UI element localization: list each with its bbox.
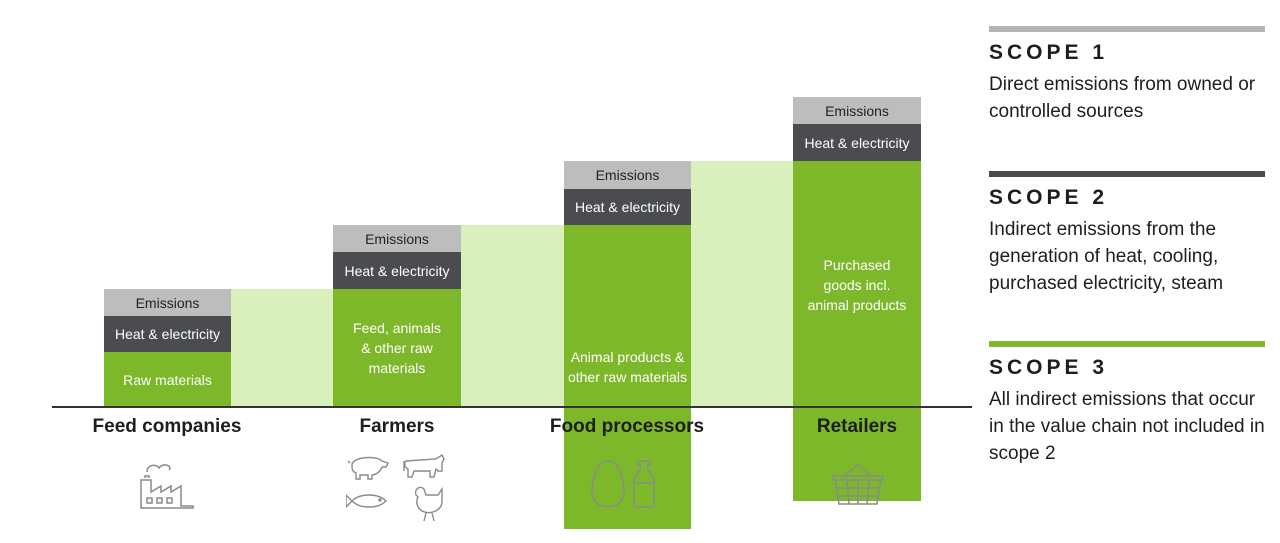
legend: SCOPE 1 Direct emissions from owned or c… — [989, 26, 1265, 496]
column-food-processors: Emissions Heat & electricity Animal prod… — [564, 161, 691, 529]
scope3-segment: Raw materials — [104, 352, 231, 407]
scope3-segment: Animal products & other raw materials — [564, 225, 691, 529]
scope3-segment: Feed, animals & other raw materials — [333, 289, 461, 407]
connector-band-1 — [231, 289, 333, 407]
emissions-segment: Emissions — [104, 289, 231, 316]
emissions-segment: Emissions — [333, 225, 461, 252]
baseline — [52, 406, 972, 408]
scope2-bar — [989, 171, 1265, 177]
scope1-description: Direct emissions from owned or controlle… — [989, 74, 1256, 122]
scope3-bar — [989, 341, 1265, 347]
scope3-segment: Purchased goods incl. animal products — [793, 161, 921, 501]
factory-icon — [137, 458, 197, 510]
stage-label-retailers: Retailers — [816, 416, 898, 437]
heat-electricity-segment: Heat & electricity — [333, 252, 461, 289]
egg-milk-icon — [590, 459, 660, 509]
scope3-description: All indirect emissions that occur in the… — [989, 389, 1265, 464]
scope1-title: SCOPE 1 — [989, 41, 1109, 64]
connector-band-3 — [691, 161, 793, 407]
heat-electricity-segment: Heat & electricity — [104, 316, 231, 352]
scope2-description: Indirect emissions from the generation o… — [989, 219, 1224, 294]
scope2-block: SCOPE 2 Indirect emissions from the gene… — [989, 171, 1265, 297]
scope2-title: SCOPE 2 — [989, 186, 1109, 209]
emissions-segment: Emissions — [564, 161, 691, 189]
connector-band-2 — [461, 225, 564, 407]
scope3-block: SCOPE 3 All indirect emissions that occu… — [989, 341, 1265, 467]
column-retailers: Emissions Heat & electricity Purchased g… — [793, 97, 921, 501]
scope1-block: SCOPE 1 Direct emissions from owned or c… — [989, 26, 1265, 125]
heat-electricity-segment: Heat & electricity — [564, 189, 691, 225]
scope3-title: SCOPE 3 — [989, 356, 1109, 379]
basket-icon — [831, 462, 885, 506]
column-farmers: Emissions Heat & electricity Feed, anima… — [333, 225, 461, 407]
column-feed-companies: Emissions Heat & electricity Raw materia… — [104, 289, 231, 407]
emissions-segment: Emissions — [793, 97, 921, 124]
scope1-bar — [989, 26, 1265, 32]
stage-label-food-processors: Food processors — [549, 416, 705, 437]
stage-label-farmers: Farmers — [359, 416, 435, 437]
farm-animals-icon — [346, 451, 450, 523]
heat-electricity-segment: Heat & electricity — [793, 124, 921, 161]
stage-label-feed-companies: Feed companies — [92, 416, 242, 437]
